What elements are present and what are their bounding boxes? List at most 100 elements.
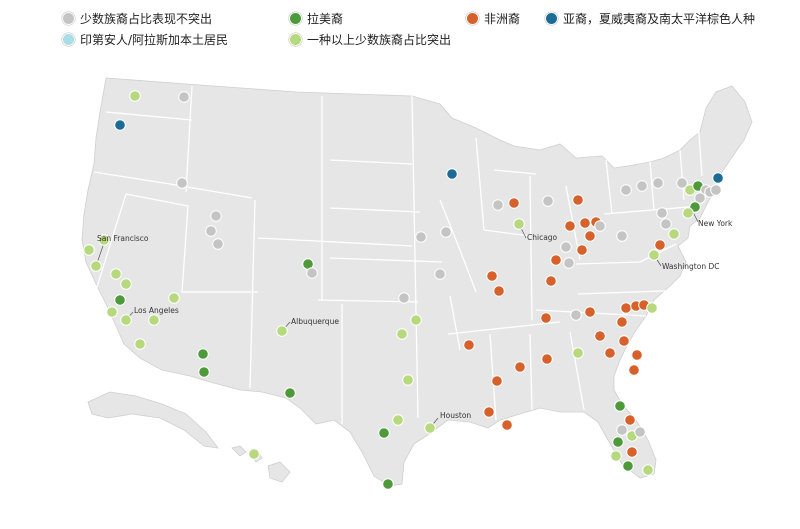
state-border — [185, 85, 193, 193]
metro-dot-multi-minority — [98, 234, 110, 246]
metro-dot-asian-pacific — [114, 119, 126, 131]
legend-swatch-light-green — [289, 33, 302, 46]
metro-dot-multi-minority — [134, 338, 146, 350]
state-border — [679, 149, 685, 201]
metro-dot-multi-minority — [424, 422, 436, 434]
metro-dot-black — [493, 285, 505, 297]
metro-dot-black — [576, 244, 588, 256]
metro-dot-black — [628, 364, 640, 376]
city-labels: San Francisco Los Angeles Albuquerque Chica… — [97, 219, 733, 420]
metro-dot-black — [620, 302, 632, 314]
metro-dot-minority-not-prominent — [616, 230, 628, 242]
metro-dot-minority-not-prominent — [660, 218, 672, 230]
metro-dot-multi-minority — [646, 302, 658, 314]
legend-swatch-blue — [545, 12, 558, 25]
state-border — [95, 193, 127, 291]
legend-label: 非洲裔 — [484, 12, 521, 26]
metro-dot-black — [631, 349, 643, 361]
metro-dot-multi-minority — [129, 90, 141, 102]
metro-dot-minority-not-prominent — [306, 267, 318, 279]
metro-dot-multi-minority — [248, 448, 260, 460]
metro-dot-black — [550, 254, 562, 266]
metro-dot-black — [654, 239, 666, 251]
state-border — [249, 199, 256, 389]
metro-dot-minority-not-prominent — [656, 207, 668, 219]
metro-dot-black — [486, 270, 498, 282]
legend-swatch-green — [289, 12, 302, 25]
metro-dot-black — [594, 330, 606, 342]
state-border — [475, 137, 485, 231]
city-label-new-york: New York — [698, 219, 733, 228]
legend: 少数族裔占比表现不突出 拉美裔 非洲裔 亚裔，夏威夷裔及南太平洋棕色人种 印第安… — [0, 0, 800, 58]
state-border — [329, 159, 413, 165]
metro-dot-minority-not-prominent — [415, 231, 427, 243]
metro-dot-multi-minority — [90, 260, 102, 272]
metro-dot-multi-minority — [148, 314, 160, 326]
metro-dot-minority-not-prominent — [205, 225, 217, 237]
city-label-los-angeles: Los Angeles — [134, 306, 179, 315]
metro-dot-multi-minority — [120, 314, 132, 326]
metro-dot-black — [624, 414, 636, 426]
metro-dot-black — [564, 220, 576, 232]
metro-dot-hispanic — [284, 387, 296, 399]
metro-dot-minority-not-prominent — [652, 177, 664, 189]
metro-dot-minority-not-prominent — [616, 424, 628, 436]
state-border — [257, 237, 413, 247]
metro-dot-multi-minority — [168, 292, 180, 304]
metro-dot-minority-not-prominent — [212, 238, 224, 250]
legend-swatch-gray — [62, 12, 75, 25]
metro-dot-black — [491, 375, 503, 387]
metro-dot-minority-not-prominent — [594, 220, 606, 232]
metro-dots — [83, 90, 724, 490]
state-border — [529, 333, 533, 411]
metro-dot-multi-minority — [410, 314, 422, 326]
state-border — [483, 229, 531, 237]
metro-dot-black — [604, 347, 616, 359]
metro-dot-multi-minority — [572, 347, 584, 359]
metro-dot-hispanic — [612, 436, 624, 448]
metro-dot-hispanic — [614, 400, 626, 412]
metro-dot-multi-minority — [276, 325, 288, 337]
metro-dot-multi-minority — [120, 278, 132, 290]
metro-dot-minority-not-prominent — [620, 184, 632, 196]
city-label-washington-dc: Washington DC — [662, 262, 719, 271]
state-border — [105, 111, 193, 121]
metro-dot-black — [514, 361, 526, 373]
state-border — [605, 159, 613, 215]
metro-dot-asian-pacific — [446, 168, 458, 180]
state-border — [93, 171, 171, 185]
metro-dot-black — [540, 312, 552, 324]
metro-dot-black — [584, 306, 596, 318]
metro-dot-minority-not-prominent — [563, 257, 575, 269]
metro-dot-hispanic — [114, 294, 126, 306]
state-border — [125, 193, 189, 293]
legend-label: 少数族裔占比表现不突出 — [80, 12, 213, 26]
metro-dot-multi-minority — [83, 244, 95, 256]
metro-dot-black — [616, 316, 628, 328]
metro-dot-hispanic — [198, 366, 210, 378]
legend-item-black: 非洲裔 — [466, 10, 520, 27]
metro-dot-black — [463, 339, 475, 351]
metro-dot-multi-minority — [513, 218, 525, 230]
metro-dot-minority-not-prominent — [570, 309, 582, 321]
metro-dot-multi-minority — [610, 450, 622, 462]
hawaii — [231, 445, 291, 483]
state-border — [697, 119, 703, 177]
state-border — [569, 331, 585, 411]
metro-dot-minority-not-prominent — [636, 180, 648, 192]
legend-item-multi-minority: 一种以上少数族裔占比突出 — [289, 31, 451, 48]
state-border — [447, 321, 561, 335]
metro-dot-minority-not-prominent — [440, 226, 452, 238]
city-label-san-francisco: San Francisco — [97, 234, 149, 243]
city-label-albuquerque: Albuquerque — [291, 317, 339, 326]
legend-label: 拉美裔 — [307, 12, 344, 26]
metro-dot-black — [483, 406, 495, 418]
legend-swatch-light-blue — [62, 33, 75, 46]
legend-label: 印第安人/阿拉斯加本土居民 — [80, 33, 229, 47]
metro-dot-multi-minority — [392, 414, 404, 426]
alaska — [87, 391, 219, 449]
metro-dot-asian-pacific — [712, 172, 724, 184]
metro-dot-multi-minority — [668, 228, 680, 240]
state-border — [649, 161, 655, 211]
